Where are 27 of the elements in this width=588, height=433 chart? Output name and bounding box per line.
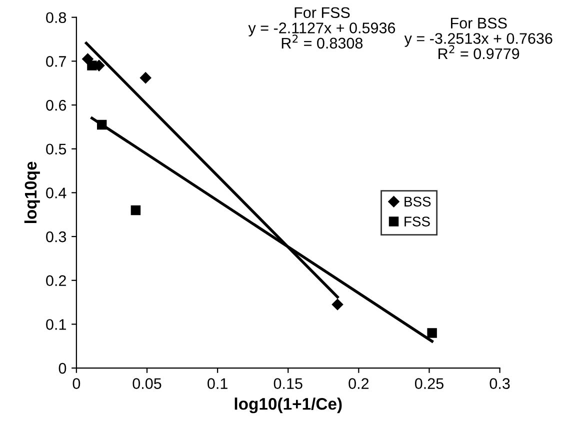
y-axis-title: loq10qe	[24, 162, 40, 224]
y-tick-label: 0.2	[46, 275, 66, 286]
x-axis-title: log10(1+1/Ce)	[234, 398, 342, 414]
point	[140, 72, 152, 84]
y-tick-label: 0.5	[46, 144, 66, 155]
y-tick-label: 0.7	[46, 56, 66, 67]
y-tick-label: 0.6	[46, 100, 66, 111]
x-tick-label: 0.05	[132, 378, 162, 389]
legend-label: FSS	[404, 216, 430, 226]
x-tick-label: 0.25	[414, 378, 444, 389]
x-tick-label: 0	[72, 378, 80, 389]
point	[427, 328, 437, 338]
y-tick-label: 0.8	[46, 12, 66, 24]
y-tick-label: 0	[58, 362, 66, 374]
y-tick-label: 0.4	[46, 188, 66, 198]
point	[87, 60, 97, 70]
y-tick-label: 0.3	[46, 231, 66, 242]
y-tick-label: 0.1	[46, 319, 66, 330]
annotation: For BSS y = -3.2513x + 0.7636 R$^{2}$ = 0.9779	[404, 18, 552, 60]
x-tick-label: 0.1	[208, 378, 228, 389]
x-tick-label: 0.2	[348, 378, 369, 389]
point	[332, 298, 344, 310]
annotation: For FSS y = -2.1127x + 0.5936 R$^{2}$ = 0.8308	[248, 7, 396, 49]
point	[130, 205, 141, 216]
x-tick-label: 0.3	[490, 378, 510, 389]
x-tick-label: 0.15	[274, 378, 302, 389]
legend-label: BSS	[404, 196, 431, 207]
